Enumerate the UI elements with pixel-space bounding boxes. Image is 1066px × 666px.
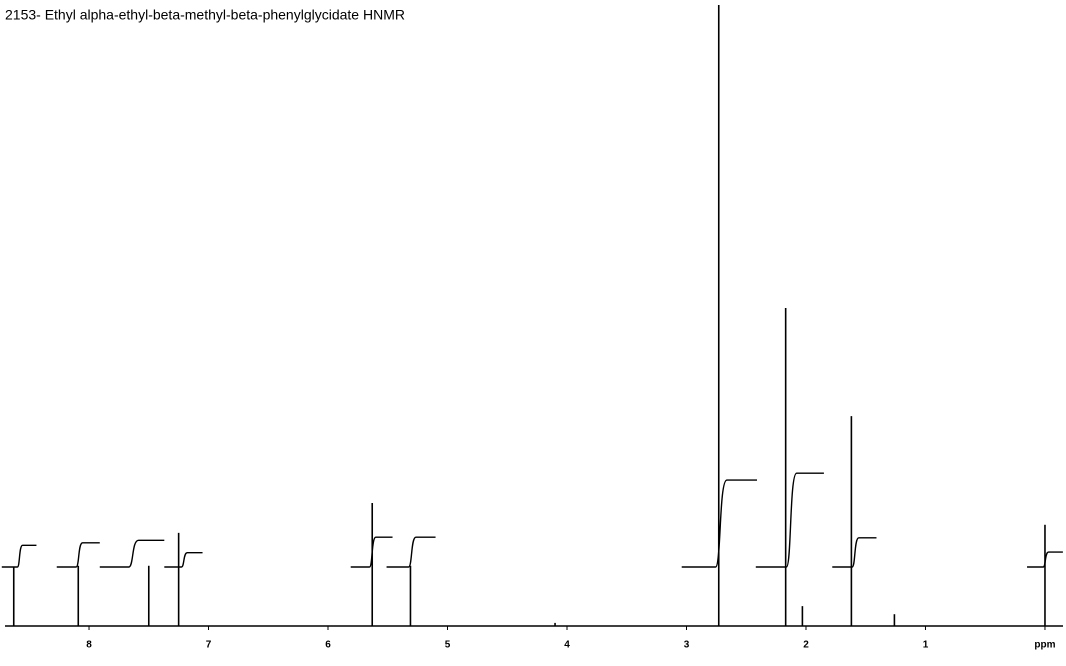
x-tick-label: 8 bbox=[86, 640, 92, 651]
x-tick-label: 1 bbox=[923, 640, 929, 651]
x-tick-label: 7 bbox=[206, 640, 212, 651]
x-tick-label: 2 bbox=[803, 640, 809, 651]
integral bbox=[164, 552, 203, 568]
integral bbox=[56, 542, 100, 568]
integral bbox=[99, 539, 165, 568]
integral bbox=[350, 536, 393, 568]
x-tick-label: ppm bbox=[1034, 640, 1055, 651]
chart-title: 2153- Ethyl alpha-ethyl-beta-methyl-beta… bbox=[5, 7, 405, 23]
integral bbox=[1027, 551, 1063, 568]
x-tick-label: 5 bbox=[445, 640, 451, 651]
integral bbox=[386, 536, 436, 568]
x-tick-label: 3 bbox=[684, 640, 690, 651]
x-tick-label: 4 bbox=[564, 640, 570, 651]
integral bbox=[832, 537, 877, 568]
integral bbox=[681, 479, 757, 568]
x-tick-label: 6 bbox=[325, 640, 331, 651]
integral bbox=[1, 544, 37, 568]
integral bbox=[755, 472, 824, 568]
